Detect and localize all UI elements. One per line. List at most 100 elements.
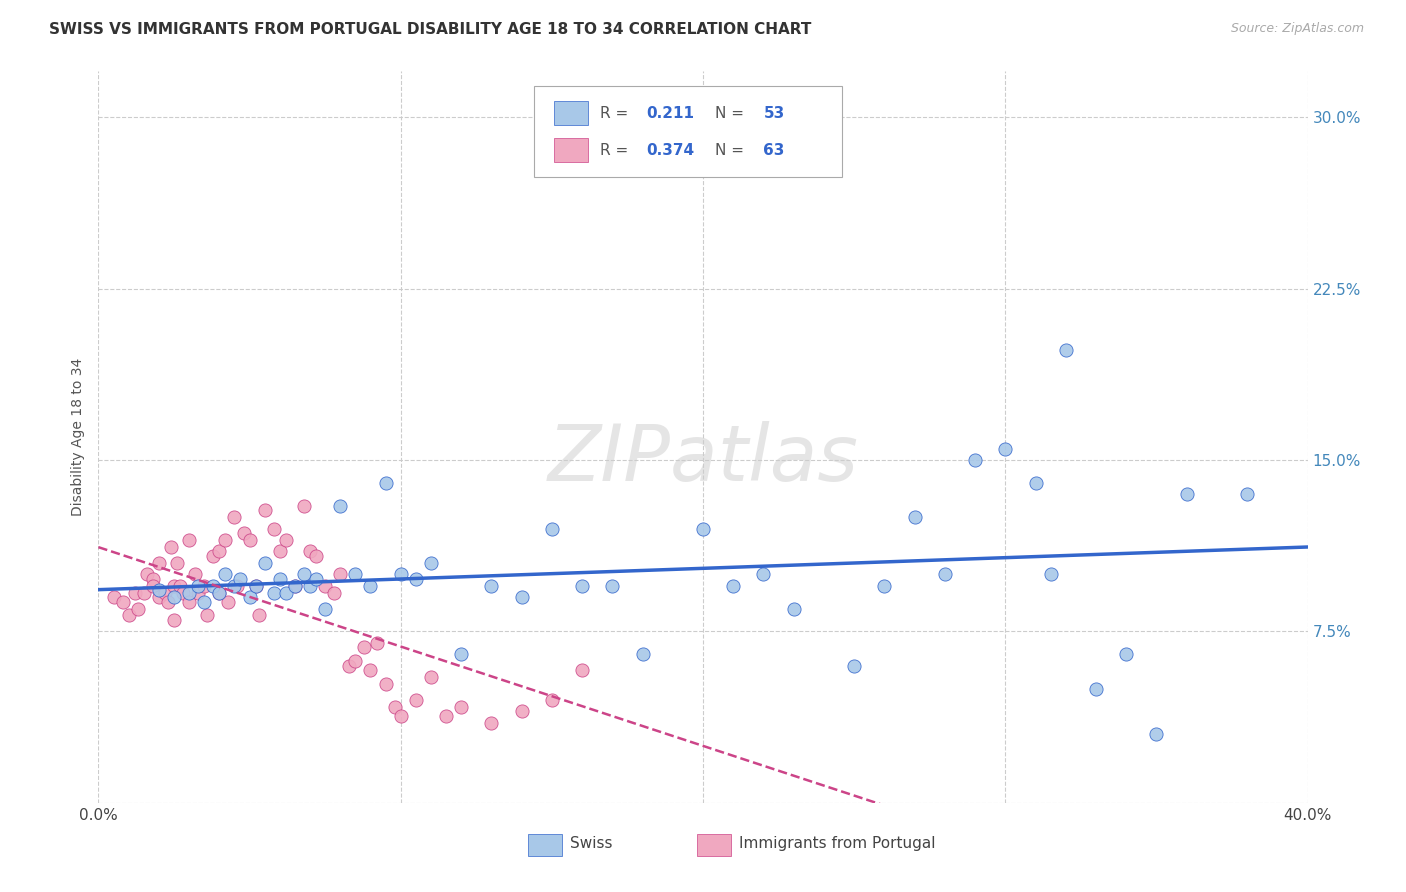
Point (360, 579, 382, 593)
Point (208, 585, 231, 599)
Point (344, 654, 367, 668)
Point (420, 556, 443, 570)
Point (274, 533, 297, 547)
Point (1054, 343, 1077, 358)
Text: Swiss: Swiss (569, 836, 613, 851)
Point (239, 590, 262, 604)
Point (156, 595, 179, 609)
Point (314, 601, 336, 615)
Point (374, 677, 396, 691)
Point (692, 521, 714, 535)
Point (783, 601, 806, 615)
Point (263, 521, 285, 535)
Point (571, 579, 593, 593)
Point (187, 579, 209, 593)
Point (1175, 487, 1198, 501)
Text: 0.374: 0.374 (647, 143, 695, 158)
Point (299, 579, 322, 593)
Point (163, 613, 186, 627)
Point (163, 579, 186, 593)
Point (360, 663, 382, 677)
Point (314, 579, 336, 593)
Point (374, 475, 396, 490)
Point (752, 567, 775, 582)
Point (602, 579, 624, 593)
Point (208, 585, 231, 599)
Point (160, 540, 183, 554)
Point (631, 647, 654, 661)
Point (269, 572, 291, 586)
Point (148, 583, 170, 598)
Point (202, 579, 225, 593)
Point (274, 585, 297, 599)
Point (148, 590, 170, 604)
Point (571, 663, 593, 677)
Point (118, 608, 141, 623)
Point (245, 579, 267, 593)
Point (389, 709, 412, 723)
Point (965, 453, 987, 467)
Point (723, 579, 745, 593)
Point (305, 549, 328, 563)
Point (844, 658, 866, 673)
Point (202, 549, 225, 563)
Point (329, 499, 352, 513)
Y-axis label: Disability Age 18 to 34: Disability Age 18 to 34 (72, 358, 86, 516)
Text: N =: N = (716, 105, 749, 120)
Point (263, 585, 285, 599)
Point (1039, 567, 1062, 582)
Text: N =: N = (716, 143, 749, 158)
Point (172, 585, 194, 599)
Point (292, 567, 315, 582)
Point (510, 590, 533, 604)
Point (253, 503, 276, 517)
Point (124, 585, 146, 599)
Point (179, 585, 201, 599)
Point (214, 533, 236, 547)
Point (366, 636, 388, 650)
Text: R =: R = (600, 143, 633, 158)
Point (224, 510, 246, 524)
Point (434, 709, 457, 723)
Point (292, 499, 315, 513)
Point (1085, 681, 1108, 696)
Text: ZIPatlas: ZIPatlas (547, 421, 859, 497)
Point (153, 585, 176, 599)
Point (229, 572, 252, 586)
Point (344, 567, 367, 582)
Point (284, 579, 307, 593)
Point (284, 579, 307, 593)
Point (166, 556, 188, 570)
Point (217, 595, 239, 609)
Point (232, 526, 254, 541)
Point (111, 595, 134, 609)
Point (169, 579, 191, 593)
Point (148, 556, 170, 570)
FancyBboxPatch shape (554, 102, 588, 125)
Point (1024, 475, 1046, 490)
Point (253, 556, 276, 570)
Point (179, 595, 201, 609)
Point (193, 595, 215, 609)
Point (247, 608, 270, 623)
Point (195, 608, 218, 623)
Point (245, 579, 267, 593)
Point (510, 705, 533, 719)
Point (214, 567, 236, 582)
Point (323, 585, 346, 599)
Point (481, 715, 503, 730)
Text: Source: ZipAtlas.com: Source: ZipAtlas.com (1230, 22, 1364, 36)
Point (904, 510, 927, 524)
Point (103, 590, 125, 604)
Point (179, 533, 201, 547)
Point (353, 640, 375, 655)
Point (934, 567, 956, 582)
Point (269, 544, 291, 558)
Point (224, 579, 246, 593)
Point (1236, 487, 1258, 501)
FancyBboxPatch shape (527, 834, 561, 856)
Point (994, 442, 1017, 456)
FancyBboxPatch shape (534, 86, 842, 178)
Point (299, 544, 322, 558)
Point (305, 572, 328, 586)
